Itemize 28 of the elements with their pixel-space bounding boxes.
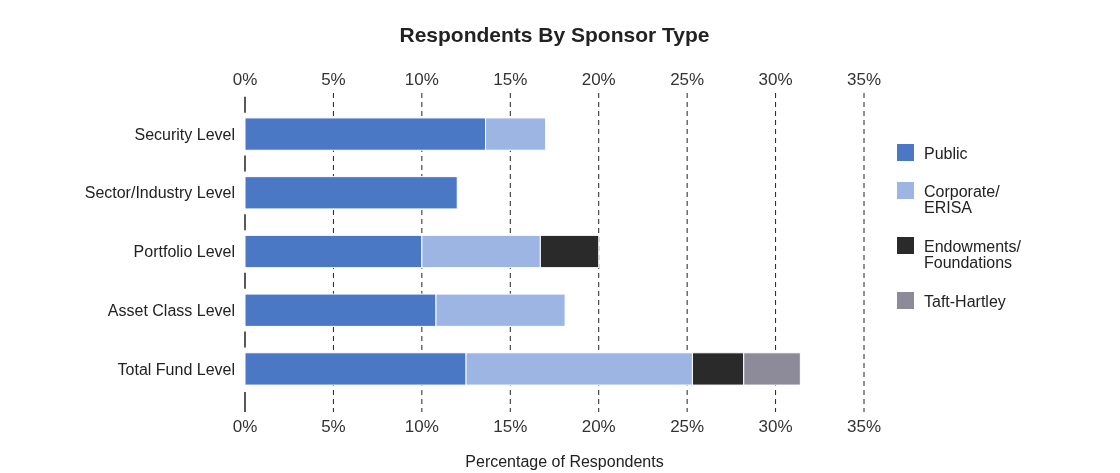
x-axis-title: Percentage of Respondents — [465, 453, 664, 470]
bar — [244, 176, 458, 210]
x2-tick-label: 0% — [232, 417, 258, 436]
chart-title: Respondents By Sponsor Type — [399, 23, 710, 46]
x-tick-label: 25% — [670, 70, 705, 89]
legend-label: Taft-Hartley — [924, 292, 1006, 310]
x-tick-label: 5% — [321, 70, 346, 89]
x2-tick-label: 35% — [846, 417, 882, 436]
x-tick-label: 0% — [232, 70, 258, 89]
x2-tick-label: 20% — [581, 417, 616, 436]
x2-tick-label: 15% — [493, 417, 528, 436]
x2-tick-label: 30% — [758, 417, 793, 436]
x2-tick-label: 10% — [404, 417, 439, 436]
y-tick-label: Asset Class Level — [107, 301, 235, 319]
y-tick-label: Sector/Industry Level — [84, 184, 235, 202]
y-tick-label: Portfolio Level — [133, 243, 235, 261]
x2-tick-label: 5% — [321, 417, 346, 436]
legend-label: Public — [924, 144, 968, 162]
x-tick-label: 20% — [581, 70, 616, 89]
x-tick-label: 30% — [758, 70, 793, 89]
x-tick-label: 10% — [404, 70, 439, 89]
legend-label: Corporate/ERISA — [924, 182, 1001, 217]
x2-tick-label: 25% — [670, 417, 705, 436]
x-tick-label: 35% — [846, 70, 882, 89]
y-tick-label: Total Fund Level — [117, 360, 235, 378]
x-tick-label: 15% — [493, 70, 528, 89]
y-tick-label: Security Level — [134, 125, 235, 143]
legend-label: Endowments/Foundations — [924, 237, 1022, 272]
